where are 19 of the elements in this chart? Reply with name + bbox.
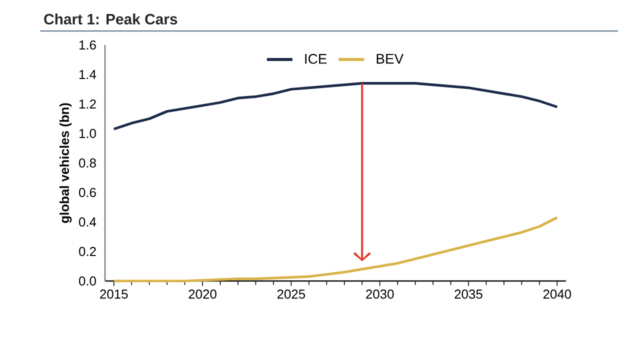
x-tick-label: 2030 xyxy=(366,290,394,299)
y-tick-label: 0.8 xyxy=(78,158,96,168)
y-tick-label: 1.6 xyxy=(79,40,96,50)
y-tick-label: 1.4 xyxy=(79,70,96,79)
y-tick-label: 1.2 xyxy=(79,99,96,109)
x-tick-label: 2035 xyxy=(454,290,482,299)
y-tick-label: 0.0 xyxy=(78,276,96,286)
y-axis-title: global vehicles (bn) xyxy=(60,103,72,223)
legend-label: ICE xyxy=(305,54,327,64)
legend-label: BEV xyxy=(376,54,404,64)
x-tick-label: 2025 xyxy=(277,290,306,299)
chart-title: Chart 1: Peak Cars xyxy=(44,14,178,24)
x-tick-label: 2040 xyxy=(543,290,572,299)
y-tick-label: 0.6 xyxy=(78,188,96,198)
x-tick-label: 2020 xyxy=(188,290,216,299)
y-tick-label: 0.4 xyxy=(78,217,96,227)
x-tick-label: 2015 xyxy=(100,290,128,299)
y-tick-label: 1.0 xyxy=(79,128,96,138)
y-tick-label: 0.2 xyxy=(78,246,96,256)
